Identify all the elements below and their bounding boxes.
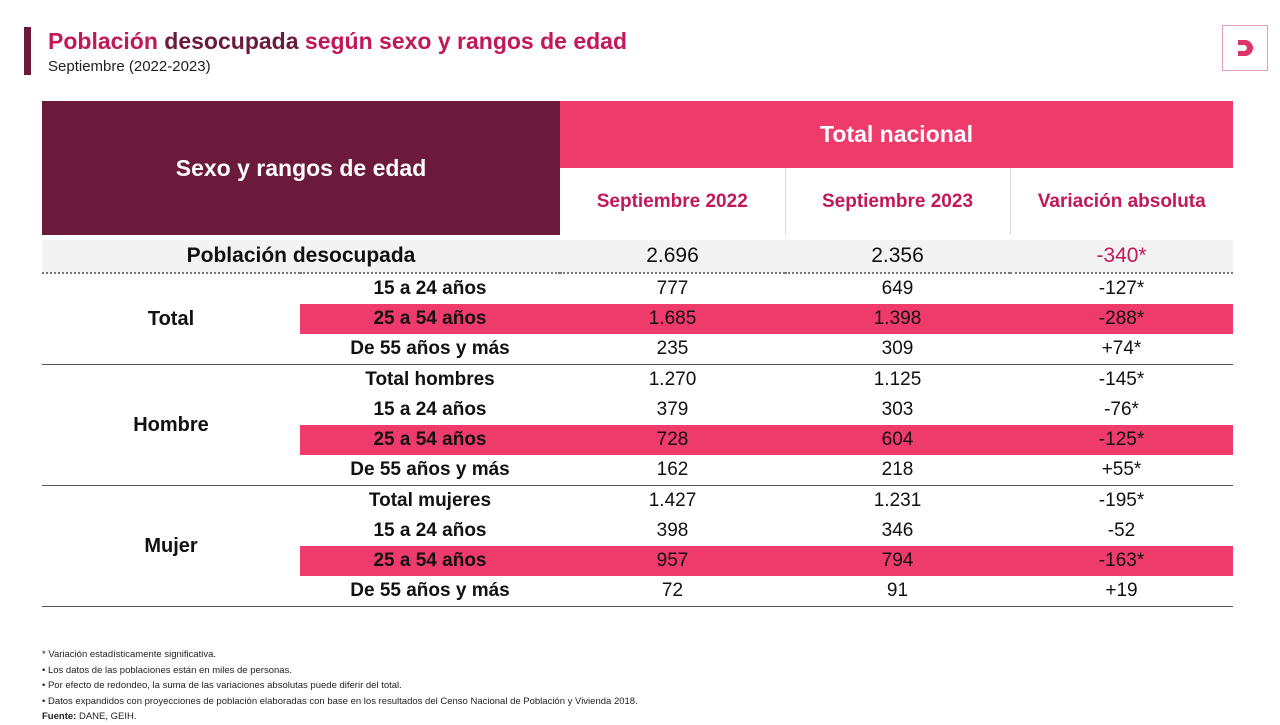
cell: -52 (1107, 520, 1136, 541)
group-label: Mujer (42, 485, 300, 607)
cell: 777 (656, 278, 689, 299)
cell: 1.231 (873, 490, 922, 511)
table-row: 25 a 54 años 957 794 -163* (42, 546, 1234, 576)
table-row: 25 a 54 años 1.685 1.398 -288* (42, 304, 1234, 334)
title-accent-bar (24, 27, 31, 75)
cell: 1.125 (873, 369, 922, 390)
page-title: Población desocupada según sexo y rangos… (48, 28, 627, 55)
table-row: De 55 años y más 72 91 +19 (42, 576, 1234, 607)
cell: 398 (656, 520, 689, 541)
cell: 957 (560, 546, 785, 576)
cell: +74* (1010, 334, 1234, 365)
row-label: De 55 años y más (300, 334, 560, 365)
cell: 379 (656, 399, 689, 420)
table-row: 15 a 24 años 379 303 -76* (42, 395, 1233, 425)
table-row: De 55 años y más 162 218 +55* (42, 455, 1234, 486)
cell: 2.696 (560, 235, 785, 274)
footnote: • Por efecto de redondeo, la suma de las… (42, 680, 402, 691)
row-label: 25 a 54 años (300, 425, 560, 455)
table-row: Hombre Total hombres 1.270 1.125 -145* (42, 364, 1233, 486)
total-row: Población desocupada 2.696 2.356 -340* (42, 235, 1234, 274)
row-label: 15 a 24 años (373, 520, 487, 541)
cell: 303 (881, 399, 914, 420)
row-label: 25 a 54 años (300, 546, 560, 576)
footnote: * Variación estadísticamente significati… (42, 649, 217, 660)
footnotes: * Variación estadísticamente significati… (42, 647, 638, 725)
cell: 162 (560, 455, 785, 486)
group-label: Total (42, 273, 300, 365)
row-label: 25 a 54 años (300, 304, 560, 334)
cell: 1.398 (785, 304, 1010, 334)
cell: 91 (785, 576, 1010, 607)
table-row: Mujer Total mujeres 1.427 1.231 -195* (42, 485, 1233, 607)
row-header: Sexo y rangos de edad (42, 101, 560, 238)
table-row: De 55 años y más 235 309 +74* (42, 334, 1234, 365)
cell: 235 (560, 334, 785, 365)
title-part: según sexo y rangos de edad (304, 28, 628, 54)
cell: +19 (1010, 576, 1234, 607)
group-label: Hombre (42, 364, 300, 486)
cell: 1.427 (648, 490, 697, 511)
source-text: DANE, GEIH. (78, 711, 137, 722)
cell: 218 (785, 455, 1010, 486)
cell: +55* (1010, 455, 1234, 486)
unemployment-table: Sexo y rangos de edad Total nacional Sep… (42, 101, 1234, 607)
row-label: Población desocupada (42, 235, 560, 274)
cell: 72 (560, 576, 785, 607)
cell: 604 (785, 425, 1010, 455)
footnote: • Datos expandidos con proyecciones de p… (42, 695, 638, 707)
cell: -340* (1010, 235, 1234, 274)
column-header: Septiembre 2023 (785, 168, 1011, 239)
cell: 728 (560, 425, 785, 455)
table-row: 25 a 54 años 728 604 -125* (42, 425, 1234, 455)
cell: 1.685 (560, 304, 785, 334)
cell: 2.356 (785, 235, 1010, 274)
row-label: 15 a 24 años (373, 399, 487, 420)
column-header: Variación absoluta (1010, 168, 1234, 239)
table-row: Total 15 a 24 años 777 649 -127* (42, 273, 1233, 365)
group-header: Total nacional (560, 101, 1234, 168)
source-label: Fuente: (42, 711, 77, 722)
footnote: • Los datos de las poblaciones están en … (42, 664, 292, 676)
title-part: Población (48, 28, 158, 54)
cell: -163* (1010, 546, 1234, 576)
source: Fuente: DANE, GEIH. (42, 709, 638, 725)
logo-d-icon (1238, 40, 1253, 56)
table-row: 15 a 24 años 398 346 -52 (42, 516, 1233, 546)
row-label: De 55 años y más (300, 455, 560, 486)
cell: 1.270 (648, 369, 697, 390)
cell: -76* (1104, 399, 1139, 420)
column-header: Septiembre 2022 (560, 168, 786, 239)
cell: 649 (881, 278, 914, 299)
cell: -145* (1098, 369, 1145, 390)
cell: -288* (1010, 304, 1234, 334)
cell: -195* (1098, 490, 1145, 511)
row-label: Total hombres (365, 369, 495, 390)
cell: -125* (1010, 425, 1234, 455)
dane-logo (1222, 25, 1268, 71)
cell: 309 (785, 334, 1010, 365)
title-part: desocupada (164, 28, 299, 54)
cell: 346 (881, 520, 914, 541)
row-label: 15 a 24 años (373, 278, 487, 299)
cell: 794 (785, 546, 1010, 576)
row-label: De 55 años y más (300, 576, 560, 607)
cell: -127* (1098, 278, 1145, 299)
row-label: Total mujeres (368, 490, 492, 511)
page-subtitle: Septiembre (2022-2023) (48, 58, 211, 75)
